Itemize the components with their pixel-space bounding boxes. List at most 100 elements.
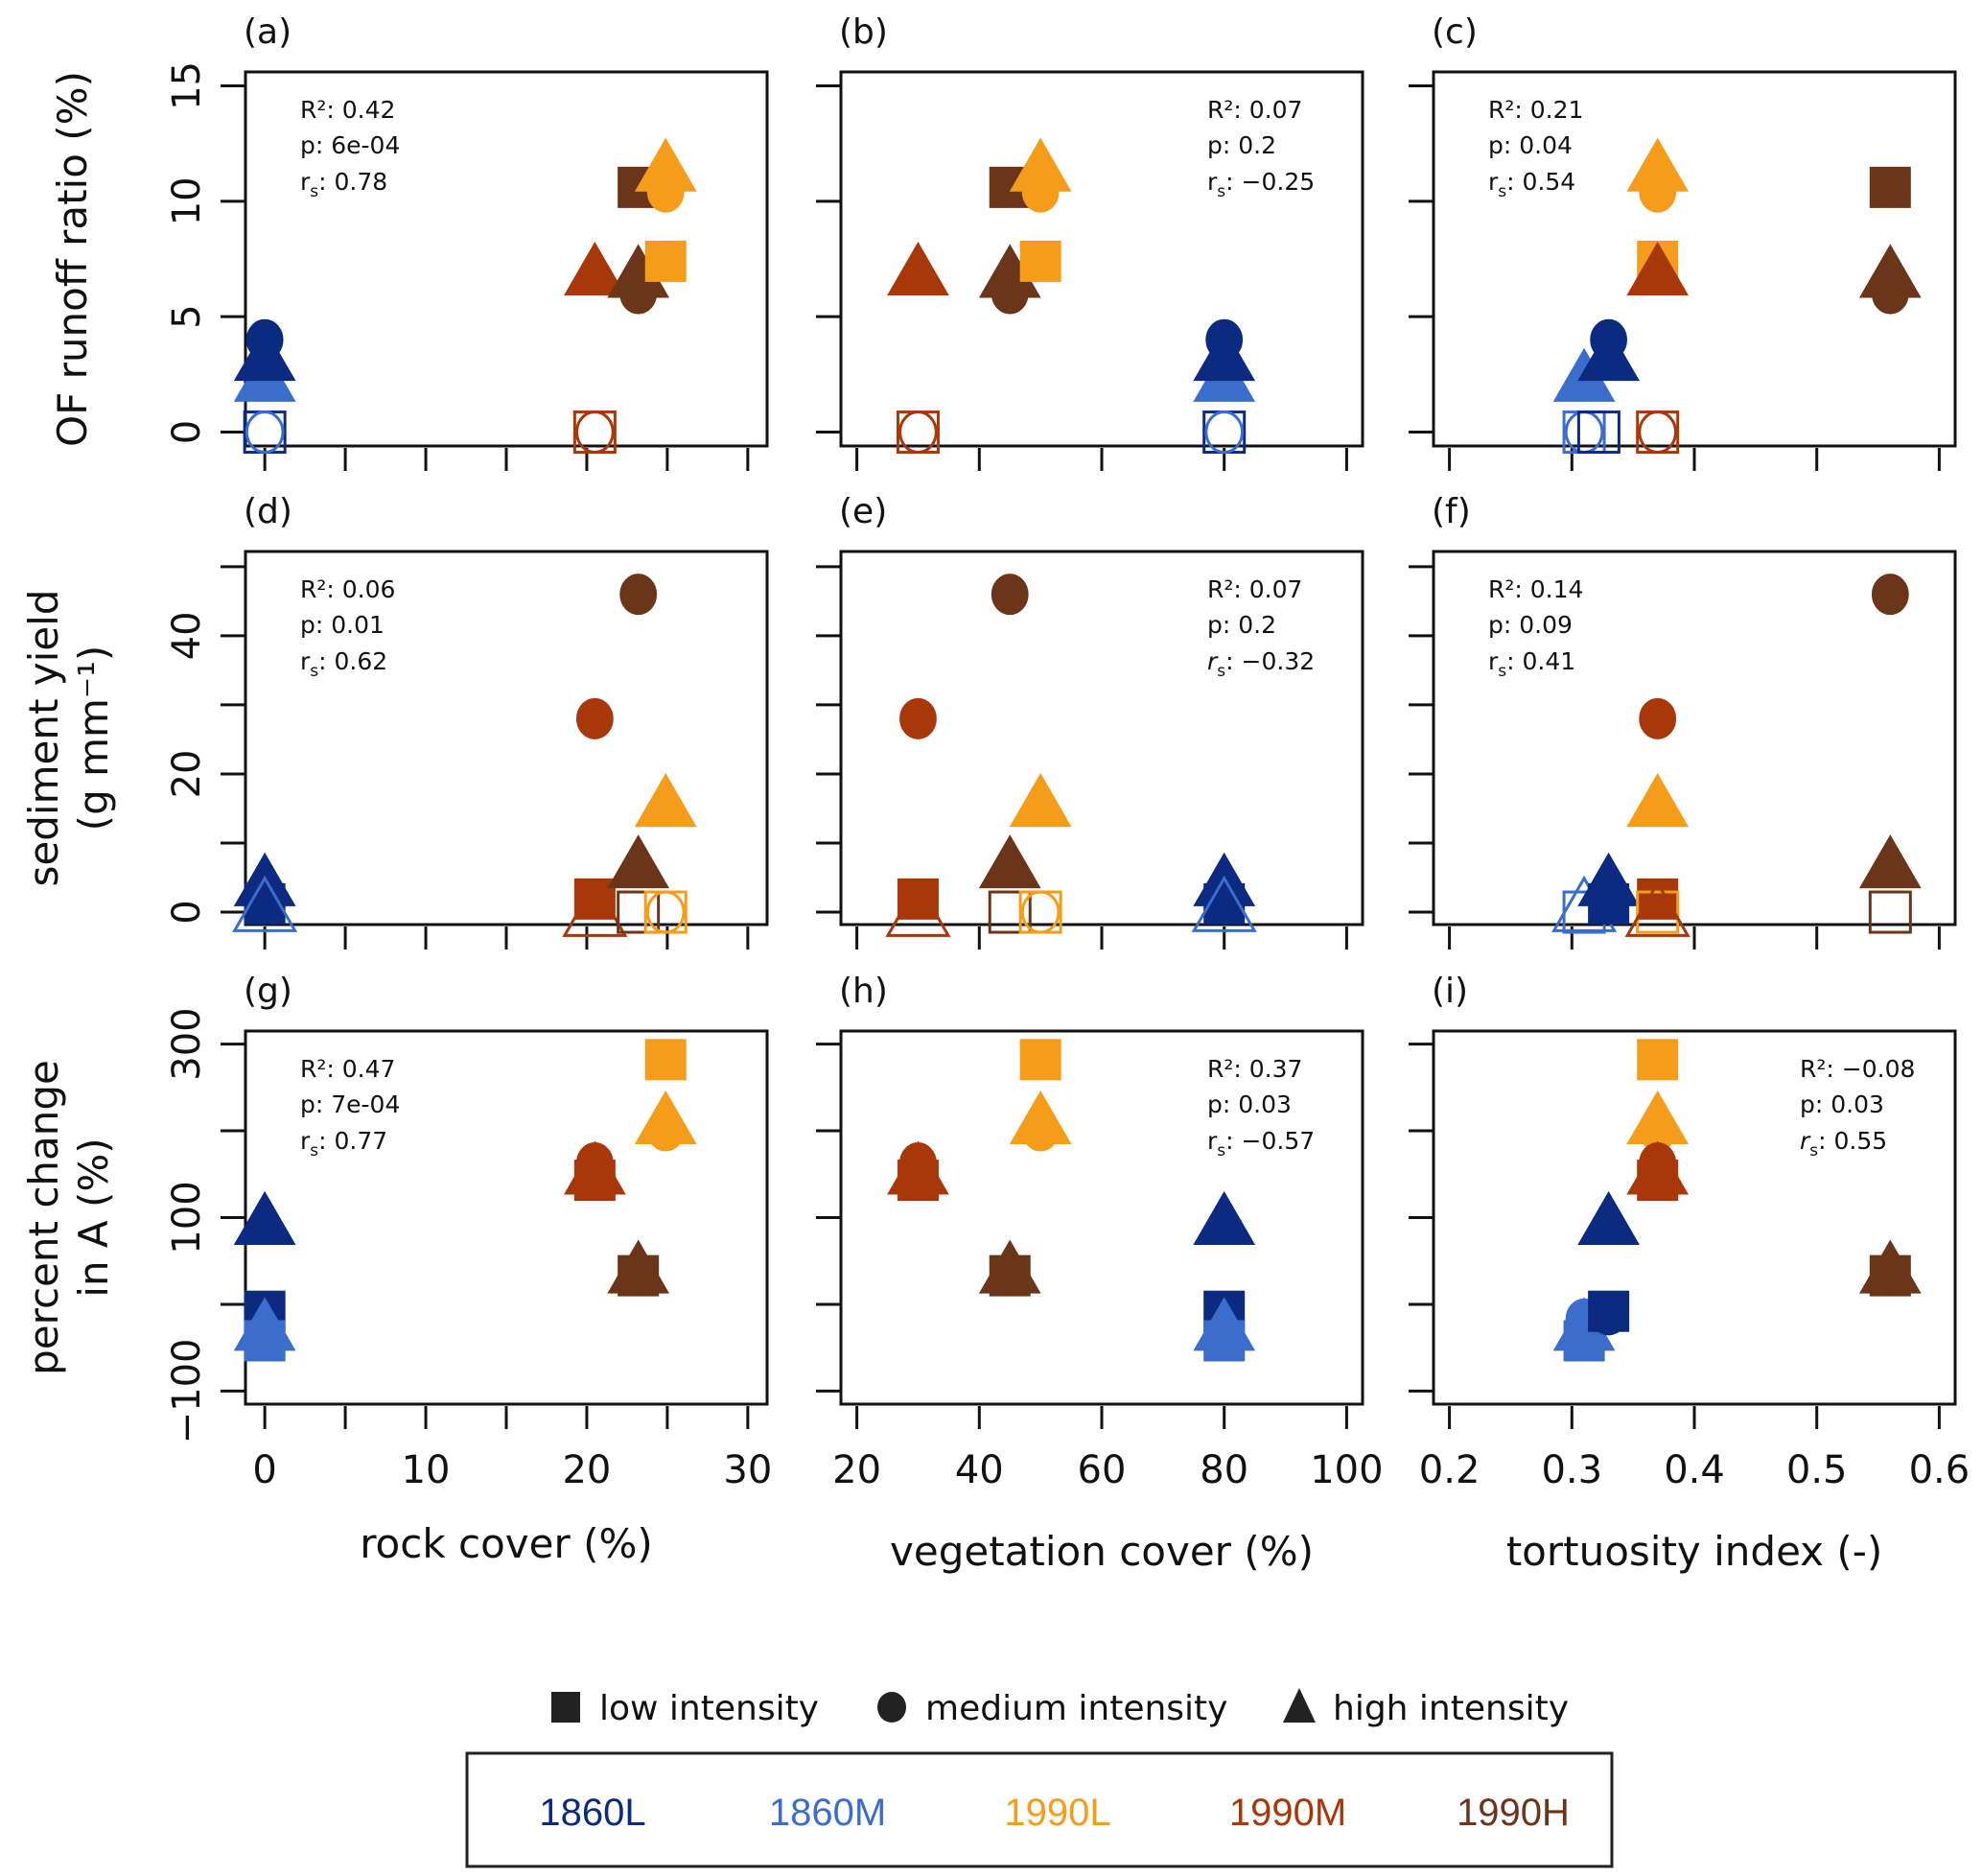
panel-label: (g) — [244, 972, 292, 1011]
point-1990L-circle-open — [1020, 890, 1061, 934]
x-tick-label: 40 — [955, 1448, 1004, 1492]
spearman-rs-colon: : — [1225, 647, 1241, 675]
spearman-rs-colon: : — [318, 647, 334, 675]
point-1990L-triangle — [634, 137, 697, 192]
r-squared-value: 0.06 — [342, 575, 396, 603]
point-1860L-triangle — [1577, 852, 1640, 906]
y-tick-label: 10 — [165, 176, 209, 225]
p-value-label: p: — [300, 1090, 331, 1118]
panel-label: (h) — [839, 972, 888, 1011]
spearman-rs-colon: : — [1506, 168, 1522, 196]
x-tick-label: 100 — [1310, 1448, 1383, 1492]
group-legend-box — [465, 1751, 1614, 1868]
y-axis-title: percent changein A (%) — [20, 1060, 117, 1375]
circle-icon — [877, 1692, 906, 1723]
point-1990M-circle — [899, 1142, 937, 1184]
y-tick-label: −100 — [165, 1338, 209, 1443]
x-axis — [263, 926, 750, 950]
p-value: p: 0.2 — [1207, 131, 1276, 159]
x-axis — [263, 448, 750, 471]
point-1990H-square-open — [617, 890, 661, 934]
spearman-rs-label: r — [1207, 1127, 1218, 1155]
y-tick-label: 300 — [165, 1007, 209, 1080]
spearman-rs-subscript: s — [310, 662, 318, 681]
legend-label: low intensity — [599, 1689, 819, 1728]
point-1990L-triangle — [634, 772, 697, 828]
point-1860M-triangle — [1193, 1297, 1256, 1351]
point-1990H-triangle — [1858, 1239, 1922, 1294]
point-1990L-triangle — [1626, 137, 1690, 192]
spearman-rs-subscript: s — [1498, 182, 1506, 201]
y-axis-title-line: sediment yield — [20, 590, 67, 887]
data-points — [1552, 137, 1922, 455]
y-tick-label: 15 — [165, 61, 209, 110]
panel-label: (f) — [1432, 492, 1471, 531]
r-squared-value: 0.07 — [1249, 575, 1303, 603]
spearman-rs-subscript: s — [1217, 182, 1225, 201]
plot-frame — [1432, 70, 1957, 448]
point-1990M-circle — [575, 1142, 614, 1184]
panel-label: (c) — [1432, 12, 1478, 52]
x-tick-label: 60 — [1078, 1448, 1127, 1492]
legend: low intensity medium intensity high intens… — [465, 1688, 1614, 1868]
spearman-rs-value: 0.55 — [1834, 1127, 1888, 1155]
point-1990L-circle-open — [645, 890, 686, 934]
point-1860L-triangle — [233, 327, 296, 382]
point-1990H-triangle — [978, 834, 1041, 889]
p-value: p: 0.03 — [1800, 1090, 1884, 1118]
x-tick-label: 80 — [1200, 1448, 1248, 1492]
data-points — [1551, 574, 1922, 937]
x-axis — [1448, 448, 1941, 471]
y-tick-label: 0 — [165, 900, 209, 924]
triangle-icon — [1283, 1688, 1316, 1723]
spearman-rs-subscript: s — [1217, 1141, 1225, 1161]
spearman-rs: rs: 0.55 — [1800, 1127, 1887, 1161]
spearman-rs-label: r — [1488, 647, 1499, 675]
p-value-value: 0.2 — [1238, 611, 1276, 639]
spearman-rs-label: r — [300, 168, 311, 196]
spearman-rs-colon: : — [1225, 1127, 1241, 1155]
r-squared: R²: 0.07 — [1207, 575, 1302, 603]
x-axis: 0 10 20 30 — [252, 1406, 772, 1492]
legend-label: high intensity — [1333, 1689, 1569, 1728]
spearman-rs: rs: 0.77 — [300, 1127, 387, 1161]
point-1990H-triangle — [1858, 834, 1922, 889]
r-squared-label: R²: — [300, 575, 342, 603]
point-1990H-square-open — [1868, 890, 1912, 934]
p-value-value: 7e-04 — [331, 1090, 400, 1118]
x-axis — [855, 926, 1348, 950]
y-axis — [1409, 1043, 1434, 1393]
y-axis — [816, 83, 841, 434]
spearman-rs-label: r — [1800, 1127, 1811, 1155]
spearman-rs-value: 0.77 — [335, 1127, 388, 1155]
r-squared-label: R²: — [300, 1055, 342, 1083]
spearman-rs-subscript: s — [1217, 662, 1225, 681]
stats-annotation: R²: 0.21 p: 0.04 rs: 0.54 — [1488, 96, 1583, 201]
data-points — [233, 137, 697, 455]
p-value: p: 0.2 — [1207, 611, 1276, 639]
x-tick-label: 0.6 — [1909, 1448, 1970, 1492]
spearman-rs-value: 0.62 — [335, 647, 388, 675]
spearman-rs-colon: : — [1818, 1127, 1833, 1155]
legend-group-1990H: 1990H — [1457, 1792, 1570, 1834]
spearman-rs-colon: : — [1225, 168, 1241, 196]
point-1860M-triangle-open — [232, 875, 298, 932]
p-value: p: 0.01 — [300, 611, 385, 639]
r-squared-value: 0.21 — [1530, 96, 1584, 124]
panel-d: (d) 0 20 40 R²: 0.06 p: 0.01 rs: 0.62 sediment … — [20, 492, 769, 950]
point-1990L-triangle — [1009, 137, 1072, 192]
legend-label: medium intensity — [925, 1689, 1227, 1728]
legend-group-1860M: 1860M — [769, 1792, 886, 1834]
p-value-value: 0.2 — [1238, 131, 1276, 159]
r-squared-value: 0.47 — [342, 1055, 396, 1083]
shape-legend: low intensity medium intensity high intens… — [551, 1688, 1569, 1728]
stats-annotation: R²: 0.37 p: 0.03 rs: −0.57 — [1207, 1055, 1315, 1161]
point-1860L-triangle — [1577, 327, 1640, 382]
spearman-rs-colon: : — [318, 1127, 334, 1155]
point-1990M-triangle — [1626, 241, 1690, 296]
panel-h: (h) 20 40 60 80 100 R²: 0.37 p: 0.03 rs: −0.57 ve… — [816, 972, 1384, 1575]
stats-annotation: R²: 0.14 p: 0.09 rs: 0.41 — [1488, 575, 1583, 681]
point-1990M-circle-open — [1638, 410, 1678, 455]
spearman-rs: rs: 0.62 — [300, 647, 387, 681]
spearman-rs: rs: −0.57 — [1207, 1127, 1315, 1161]
